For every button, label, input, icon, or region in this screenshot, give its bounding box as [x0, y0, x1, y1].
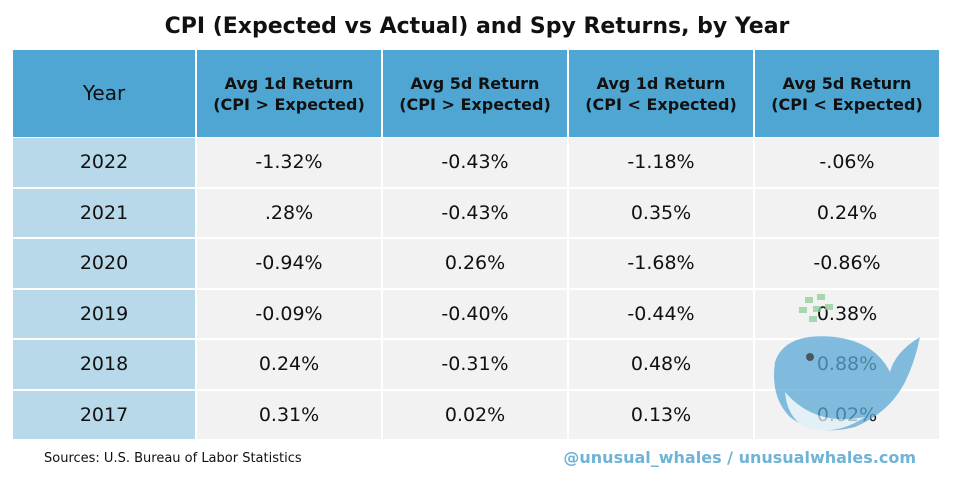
value-cell: -.06% — [755, 138, 941, 189]
value-cell: -0.43% — [383, 138, 569, 189]
value-cell: -0.40% — [383, 289, 569, 340]
header-line: (CPI > Expected) — [213, 94, 365, 114]
title: CPI (Expected vs Actual) and Spy Returns… — [164, 14, 790, 39]
year-cell: 2019 — [13, 289, 197, 340]
value-cell: -0.94% — [197, 239, 383, 290]
header-line: (CPI > Expected) — [399, 94, 551, 114]
header-line: Avg 5d Return — [410, 73, 540, 93]
value-cell: .28% — [197, 188, 383, 239]
value-cell: 0.48% — [569, 340, 755, 391]
value-cell: 0.26% — [383, 239, 569, 290]
value-cell: -1.32% — [197, 138, 383, 189]
credit: @unusual_whales / unusualwhales.com — [563, 448, 916, 467]
year-cell: 2020 — [13, 239, 197, 290]
year-cell: 2017 — [13, 390, 197, 441]
value-cell: -0.86% — [755, 239, 941, 290]
header-line: Avg 1d Return — [224, 73, 354, 93]
header-line: Year — [82, 81, 126, 105]
value-cell: 0.13% — [569, 390, 755, 441]
header-cell: Avg 5d Return (CPI > Expected) — [383, 50, 569, 137]
source: Sources: U.S. Bureau of Labor Statistics — [44, 451, 302, 466]
value-cell: 0.24% — [197, 340, 383, 391]
value-cell: -1.68% — [569, 239, 755, 290]
year-cell: 2018 — [13, 340, 197, 391]
header-cell: Avg 1d Return (CPI < Expected) — [569, 50, 755, 137]
value-cell: -1.18% — [569, 138, 755, 189]
header-line: Avg 1d Return — [596, 73, 726, 93]
whale-logo — [774, 294, 920, 431]
header-cell: Avg 5d Return (CPI < Expected) — [755, 50, 941, 137]
value-cell: -0.31% — [383, 340, 569, 391]
value-cell: -0.09% — [197, 289, 383, 340]
header-cell: Avg 1d Return (CPI > Expected) — [197, 50, 383, 137]
value-cell: 0.31% — [197, 390, 383, 441]
header-cell: Year — [13, 50, 197, 137]
year-cell: 2022 — [13, 138, 197, 189]
value-cell: 0.02% — [383, 390, 569, 441]
header-line: (CPI < Expected) — [585, 94, 737, 114]
year-cell: 2021 — [13, 188, 197, 239]
value-cell: 0.35% — [569, 188, 755, 239]
value-cell: -0.43% — [383, 188, 569, 239]
header-line: (CPI < Expected) — [771, 94, 923, 114]
value-cell: 0.24% — [755, 188, 941, 239]
value-cell: -0.44% — [569, 289, 755, 340]
header-line: Avg 5d Return — [782, 73, 912, 93]
